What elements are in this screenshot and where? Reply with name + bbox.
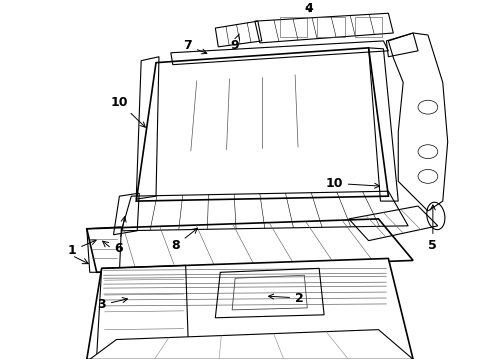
Text: 8: 8 [172,228,197,252]
Text: 4: 4 [305,2,314,15]
Text: 5: 5 [428,205,437,252]
Text: 2: 2 [269,292,304,305]
Text: 1: 1 [68,240,96,257]
Text: 7: 7 [183,39,207,54]
Text: 10: 10 [325,177,380,190]
Text: 3: 3 [98,298,127,311]
Text: 10: 10 [111,96,146,127]
Text: 6: 6 [114,217,126,255]
Text: 9: 9 [231,34,240,52]
Polygon shape [87,258,413,359]
Polygon shape [90,330,413,359]
